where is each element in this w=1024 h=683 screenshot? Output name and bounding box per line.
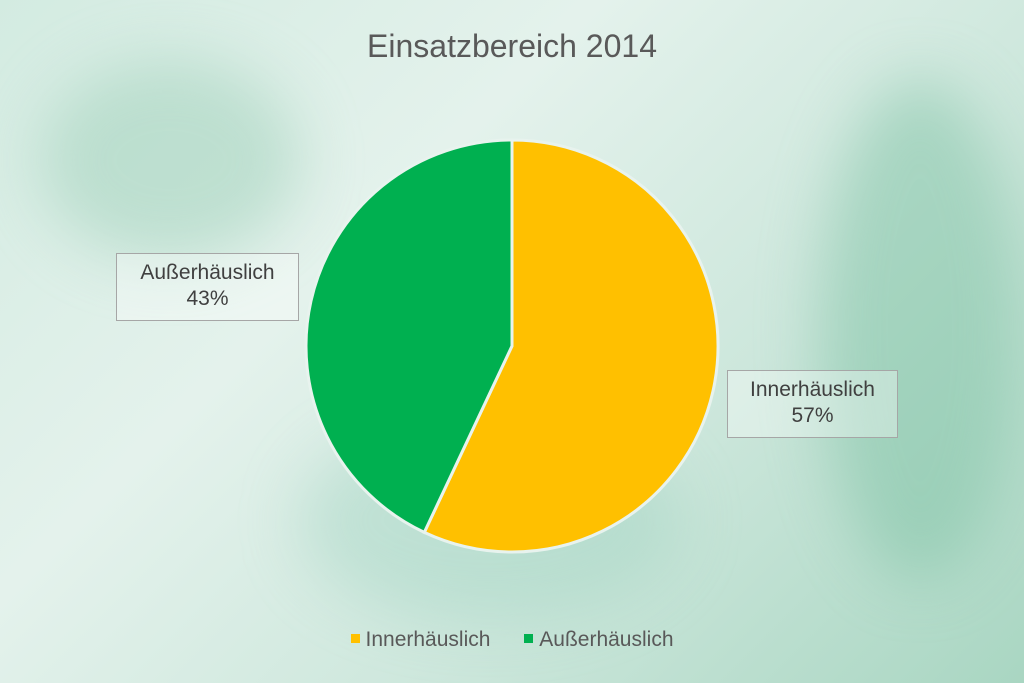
legend-label: Innerhäuslich xyxy=(365,628,491,651)
background-watercolor-1 xyxy=(40,60,300,260)
pie-slice-ausserhauslich xyxy=(304,138,514,535)
chart-title: Einsatzbereich 2014 xyxy=(367,28,657,64)
data-label-category: Innerhäuslich xyxy=(750,378,875,401)
background-watercolor-2 xyxy=(820,80,1020,580)
data-label-innerhauslich: Innerhäuslich 57% xyxy=(727,370,898,438)
legend-swatch xyxy=(350,633,360,643)
legend-item-innerhauslich: Innerhäuslich xyxy=(350,628,491,652)
chart-legend: Innerhäuslich Außerhäuslich xyxy=(0,628,1024,652)
legend-item-ausserhauslich: Außerhäuslich xyxy=(524,628,674,652)
data-label-value: 43% xyxy=(186,287,229,310)
pie-slice-innerhauslich xyxy=(422,138,720,554)
data-label-value: 57% xyxy=(791,404,834,427)
legend-swatch xyxy=(524,633,534,643)
data-label-ausserhauslich: Außerhäuslich 43% xyxy=(116,253,299,321)
data-label-category: Außerhäuslich xyxy=(140,261,275,284)
legend-label: Außerhäuslich xyxy=(539,628,674,651)
